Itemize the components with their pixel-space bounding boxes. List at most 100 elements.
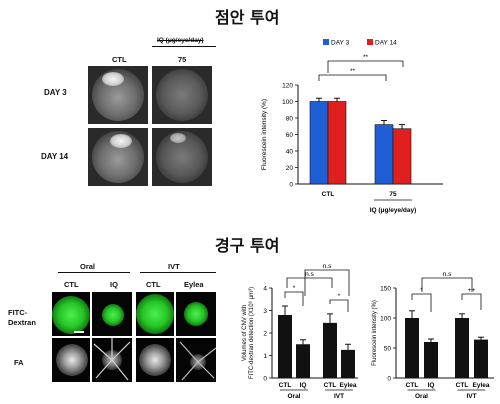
- sig-bracket-1: [329, 299, 349, 312]
- y-tick-label: 120: [282, 82, 293, 89]
- y-tick-label: 60: [286, 132, 294, 139]
- sig-bracket-1-label: *: [338, 293, 341, 300]
- group-label-ivt: IVT: [168, 262, 180, 271]
- row-label-fa: FA: [14, 358, 24, 367]
- legend-label-1: DAY 14: [375, 40, 397, 47]
- y-axis-label-line: Volumes of CNV with: [242, 305, 248, 361]
- y-tick-label: 150: [380, 285, 391, 292]
- group-label: IVT: [466, 393, 476, 400]
- x-tick-label: CTL: [406, 382, 419, 389]
- fitc-image-ivt-eylea: [176, 292, 216, 336]
- group-label: IVT: [334, 393, 344, 400]
- bar-2: [323, 322, 337, 378]
- y-tick-label: 100: [282, 99, 293, 106]
- x-tick-label: IQ: [428, 382, 435, 389]
- col-label-iq: IQ: [110, 280, 118, 289]
- chart-fluorescein-oral: 0 50 100 150 Fluorescein intensity (%) CTL IQ C…: [372, 271, 494, 400]
- col-label-ctl-ivt: CTL: [146, 280, 161, 289]
- optic-disc: [110, 134, 132, 148]
- sig-bracket-3-label: n.s: [323, 263, 332, 270]
- row-label-day14: DAY 14: [41, 152, 69, 161]
- y-tick-label: 100: [380, 315, 391, 322]
- oral-underline: [58, 272, 130, 273]
- col-label-ctl-oral: CTL: [64, 280, 79, 289]
- sig-bracket-1-label: **: [363, 54, 369, 61]
- chart-fluorescein-eyedrop: 0 20 40 60 80 100 120 Fluorescein intensity (%)…: [261, 39, 443, 214]
- fa-image-oral-ctl: [52, 338, 90, 382]
- y-tick-label: 2: [263, 330, 267, 337]
- x-tick-label: 75: [389, 191, 397, 198]
- x-tick-label: Eylea: [473, 382, 490, 389]
- dose-group-label: IQ (μg/eye/day): [157, 37, 204, 44]
- sig-bracket-1: [327, 60, 404, 73]
- y-tick-label: 20: [286, 165, 294, 172]
- x-tick-label: CTL: [322, 191, 335, 198]
- y-tick-label: 80: [286, 115, 294, 122]
- bar-day3-0: [309, 101, 329, 185]
- sig-bracket-3: [304, 269, 350, 296]
- ivt-underline: [140, 272, 216, 273]
- scale-bar: [74, 331, 84, 333]
- fundus-image-day3-ctl: [88, 66, 148, 124]
- vessel-lines: [93, 338, 131, 381]
- x-tick-label: CTL: [456, 382, 469, 389]
- sig-bracket-1: [461, 293, 482, 310]
- y-tick-label: 3: [263, 308, 267, 315]
- optic-disc: [102, 72, 124, 86]
- sig-bracket-2: [421, 277, 473, 292]
- fitc-image-ivt-ctl: [136, 292, 174, 336]
- col-label-dose: 75: [178, 55, 187, 64]
- fa-image-ivt-ctl: [136, 338, 174, 382]
- x-tick-label: CTL: [279, 382, 292, 389]
- bar-1: [424, 342, 438, 378]
- group-label: Oral: [287, 393, 300, 400]
- chart-cnv-volume: 0 1 2 3 4 Volumes of CNV withFITC-dextran det…: [242, 263, 358, 400]
- col-label-ctl: CTL: [112, 55, 127, 64]
- sig-bracket-0-label: *: [293, 285, 296, 292]
- sig-bracket-2: [318, 74, 387, 81]
- bar-0: [405, 318, 419, 378]
- top-section-title: 점안 투여: [215, 8, 280, 27]
- legend-swatch-1: [367, 39, 373, 45]
- fa-image-ivt-eylea: [176, 338, 216, 382]
- row-label-day3: DAY 3: [44, 88, 67, 97]
- y-tick-label: 4: [263, 285, 267, 292]
- fitc-image-oral-iq: [92, 292, 132, 336]
- bar-day3-1: [374, 124, 394, 185]
- x-tick-label: Eylea: [340, 382, 357, 389]
- group-label: Oral: [415, 393, 428, 400]
- fa-image-oral-iq: [92, 338, 132, 382]
- legend-swatch-0: [323, 39, 329, 45]
- x-tick-label: CTL: [324, 382, 337, 389]
- bar-1: [296, 344, 310, 378]
- y-tick-label: 40: [286, 148, 294, 155]
- optic-disc: [170, 133, 186, 143]
- y-tick-label: 0: [387, 375, 391, 382]
- bar-3: [341, 349, 355, 378]
- dose-group-underline: [152, 46, 216, 47]
- sig-bracket-2-label: **: [350, 68, 356, 75]
- bar-3: [474, 339, 488, 378]
- col-label-eylea: Eylea: [184, 280, 204, 289]
- y-axis-label: Fluorescein intensity (%): [261, 99, 268, 170]
- sig-bracket-2-label: n.s: [443, 271, 452, 278]
- sig-bracket-2: [286, 277, 333, 288]
- group-label-oral: Oral: [80, 262, 96, 271]
- bar-2: [455, 318, 469, 378]
- bottom-section-title: 경구 투여: [215, 236, 280, 255]
- fundus-image-day14-ctl: [88, 128, 148, 186]
- bar-0: [278, 315, 292, 378]
- bar-day14-0: [327, 101, 347, 185]
- y-axis-label: Fluorescein intensity (%): [372, 300, 378, 366]
- y-axis-label-line: FITC-dextran detection (X10⁶ μm³): [248, 287, 255, 379]
- y-axis-label: Volumes of CNV withFITC-dextran detectio…: [242, 287, 255, 379]
- y-tick-label: 1: [263, 353, 267, 360]
- bar-day14-1: [392, 128, 412, 185]
- vessel-lines: [179, 341, 216, 381]
- y-axis-label-line: Fluorescein intensity (%): [372, 300, 378, 366]
- fitc-image-oral-ctl: [52, 292, 90, 336]
- fundus-image-day14-iq: [152, 128, 212, 186]
- legend-label-0: DAY 3: [331, 40, 350, 47]
- row-label-fitc: FITC- Dextran: [8, 308, 36, 327]
- fundus-image-day3-iq: [152, 66, 212, 124]
